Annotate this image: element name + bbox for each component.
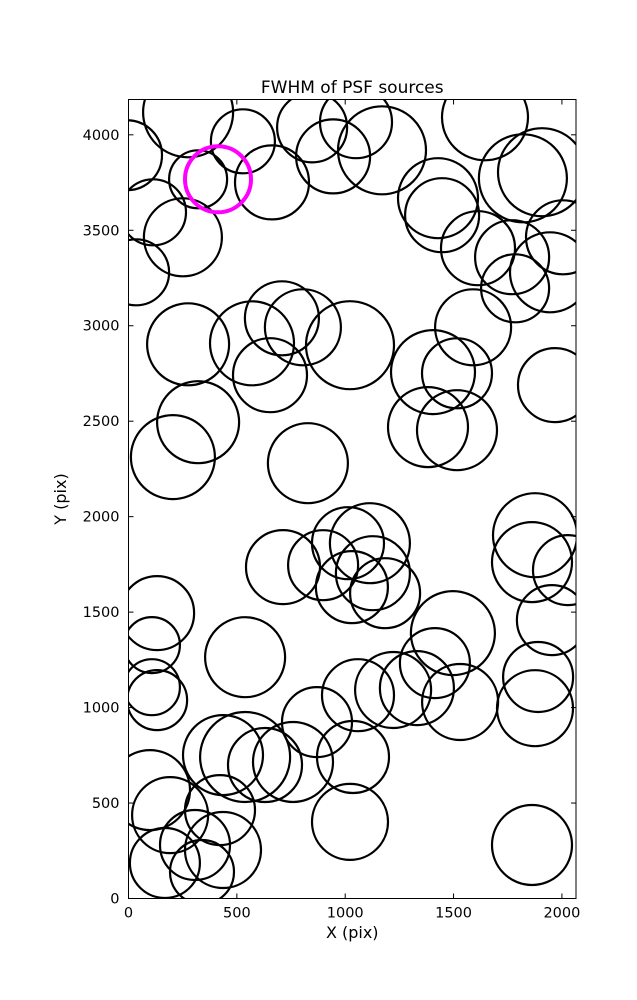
psf-circle [328,502,411,585]
x-tick-label: 1500 [435,906,472,922]
psf-circle [490,520,574,604]
psf-circle [128,658,181,717]
psf-circle [266,422,349,505]
psf-circle [183,810,263,890]
psf-circle [128,616,181,675]
x-tick-label: 2000 [543,906,580,922]
y-tick-label: 3000 [83,319,120,335]
psf-circle [491,492,576,579]
psf-circle [231,337,309,414]
psf-circle [310,782,390,862]
psf-circle [495,669,575,748]
x-tick-label: 500 [223,906,251,922]
psf-circle [263,288,342,367]
psf-circle [128,669,189,732]
psf-circle [128,178,188,247]
psf-circle [434,288,513,367]
y-tick-label: 0 [110,892,119,908]
psf-circle [516,347,576,424]
psf-circle [398,626,471,700]
x-axis-label: X (pix) [326,923,379,942]
psf-circle [354,650,433,730]
psf-circle [304,300,396,391]
psf-circle [524,199,576,276]
x-tick-label: 0 [124,906,133,922]
psf-circle [156,380,241,465]
psf-circle [244,528,322,606]
y-axis-label: Y (pix) [51,473,70,525]
y-tick-label: 1000 [83,701,120,717]
psf-circle [208,300,296,387]
psf-circle [515,584,576,657]
psf-circle [146,302,231,387]
psf-circle [439,210,517,287]
y-tick-label: 2500 [83,414,120,430]
highlighted-psf-circle [183,144,253,215]
psf-circle [287,529,360,602]
psf-circle [314,549,389,625]
psf-circle [243,280,320,357]
psf-circle [128,238,171,307]
x-tick-label: 1000 [327,906,364,922]
psf-circle [168,838,236,899]
psf-circle [204,616,287,699]
psf-circle [389,329,477,416]
psf-circle [440,99,530,162]
psf-circle [310,506,386,581]
chart-title: FWHM of PSF sources [261,78,444,98]
y-tick-label: 3500 [83,223,120,239]
psf-circle [226,726,304,804]
axes-frame [128,99,577,899]
psf-circle [199,710,292,804]
psf-circle [336,105,428,196]
psf-circle [415,389,499,472]
psf-circle [490,803,574,887]
psf-circle [131,775,210,855]
psf-circle [181,713,265,797]
psf-circle [183,773,257,847]
psf-circle [318,99,394,160]
psf-circle [501,640,575,714]
psf-circle [276,99,349,164]
psf-circle [378,649,455,727]
psf-circle [158,808,232,882]
psf-circle [128,575,196,652]
psf-circle [129,414,216,501]
psf-circle [320,658,396,733]
psf-circle [142,197,223,278]
psf-circle [334,535,411,612]
psf-circle [477,133,569,224]
psf-circle [420,337,494,410]
psf-circle [128,119,164,192]
psf-circle [508,231,576,314]
y-tick-label: 500 [92,796,120,812]
psf-circle [168,149,229,210]
y-tick-label: 4000 [83,128,120,144]
data-points-layer [128,99,576,899]
psf-circle [409,589,496,677]
psf-circle [531,534,576,607]
psf-circle [315,719,391,795]
psf-circle [473,219,551,296]
psf-circle [128,749,192,832]
psf-circle [233,144,311,221]
psf-circle [142,99,235,159]
psf-circle [209,108,276,175]
psf-circle [386,386,470,469]
psf-circle [251,720,335,804]
psf-circle [496,127,576,218]
y-tick-label: 2000 [83,510,120,526]
y-tick-label: 1500 [83,605,120,621]
psf-circle [396,157,480,240]
psf-circle [349,557,422,630]
